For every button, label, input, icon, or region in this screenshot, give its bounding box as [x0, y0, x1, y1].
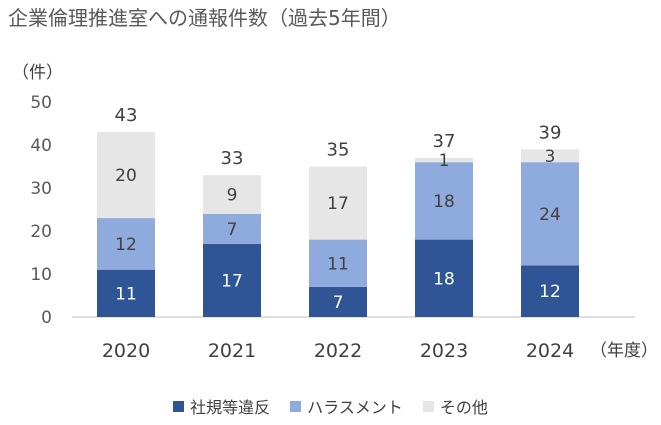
- data-label: 12: [539, 282, 561, 302]
- bar-segment: [521, 265, 579, 317]
- data-label: 7: [227, 220, 238, 240]
- data-label: 12: [115, 235, 137, 255]
- legend-label: ハラスメント: [307, 398, 403, 417]
- data-label: 7: [333, 293, 344, 313]
- data-label: 24: [539, 205, 561, 225]
- bar-segment: [97, 132, 155, 219]
- bar-segment: [521, 162, 579, 266]
- data-label: 1: [439, 151, 450, 171]
- legend-label: その他: [439, 398, 488, 417]
- x-tick-label: 2021: [208, 340, 256, 362]
- bar-segment: [203, 243, 261, 317]
- legend-swatch: [173, 400, 185, 412]
- total-label: 39: [539, 122, 562, 143]
- data-label: 11: [327, 254, 349, 274]
- x-tick-label: 2024: [526, 340, 574, 362]
- bar-segment: [415, 157, 473, 163]
- bar-segment: [415, 239, 473, 317]
- data-label: 9: [227, 185, 238, 205]
- bar-segment: [97, 218, 155, 270]
- x-axis-unit-label: （年度）: [590, 341, 658, 361]
- legend-swatch: [290, 400, 302, 412]
- bar-segment: [309, 166, 367, 240]
- bar-segment: [203, 213, 261, 244]
- data-label: 11: [115, 284, 137, 304]
- data-label: 18: [433, 269, 455, 289]
- data-label: 17: [327, 194, 349, 214]
- x-tick-label: 2020: [102, 340, 150, 362]
- bar-segment: [521, 149, 579, 163]
- x-tick-label: 2022: [314, 340, 362, 362]
- legend-item: その他: [422, 394, 488, 418]
- y-tick-label: 20: [30, 222, 52, 242]
- legend-swatch: [422, 400, 434, 412]
- bar-segment: [415, 162, 473, 240]
- data-label: 20: [115, 166, 137, 186]
- bar-segment: [309, 286, 367, 317]
- y-axis-unit-label: （件）: [12, 63, 63, 83]
- y-tick-label: 50: [30, 93, 52, 113]
- y-axis-ticks: 0 10 20 30 40 50: [30, 93, 52, 328]
- legend-label: 社規等違反: [190, 398, 271, 417]
- bar-segment: [203, 175, 261, 214]
- total-label: 33: [221, 148, 244, 169]
- bar-segment: [97, 269, 155, 317]
- data-label: 3: [545, 147, 556, 167]
- legend-item: 社規等違反: [173, 394, 270, 418]
- total-label: 35: [327, 140, 350, 161]
- legend: 社規等違反 ハラスメント その他: [0, 394, 661, 418]
- chart-title: 企業倫理推進室への通報件数（過去5年間）: [8, 6, 401, 30]
- y-tick-label: 30: [30, 179, 52, 199]
- data-label: 17: [221, 271, 243, 291]
- legend-item: ハラスメント: [290, 394, 403, 418]
- x-axis-ticks: 2020 2021 2022 2023 2024: [102, 340, 574, 362]
- y-tick-label: 10: [30, 265, 52, 285]
- y-tick-label: 40: [30, 136, 52, 156]
- y-tick-label: 0: [41, 308, 52, 328]
- x-tick-label: 2023: [420, 340, 468, 362]
- total-label: 43: [115, 105, 138, 126]
- bar-segment: [309, 239, 367, 287]
- total-label: 37: [433, 131, 456, 152]
- bars: 11 12 20 43 17 7 9 33 7 11 17 35 18 18 137 12 24 3 39: [97, 105, 579, 317]
- data-label: 18: [433, 192, 455, 212]
